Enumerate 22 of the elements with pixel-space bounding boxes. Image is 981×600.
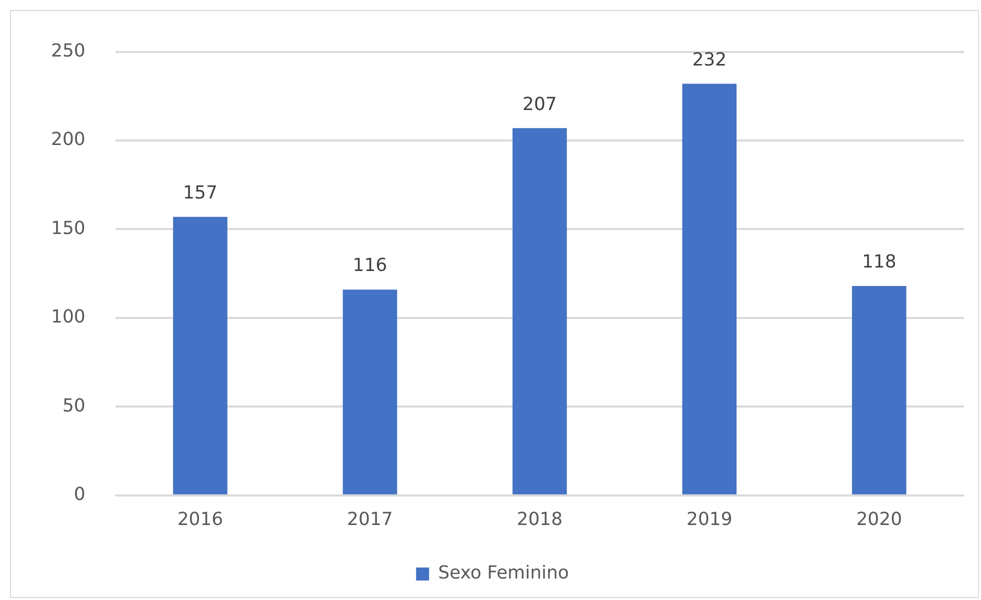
bar (852, 286, 906, 494)
x-tick-label: 2017 (347, 508, 393, 530)
data-label: 157 (183, 182, 218, 204)
bar (342, 290, 398, 494)
y-tick-label: 50 (62, 395, 86, 416)
y-tick-label: 250 (50, 40, 86, 62)
data-label: 116 (352, 255, 388, 276)
y-tick-label: 150 (50, 218, 86, 239)
legend-label: Sexo Feminino (438, 562, 569, 584)
x-tick-label: 2019 (686, 508, 732, 530)
data-label: 118 (862, 252, 896, 273)
y-tick-label: 100 (50, 306, 86, 328)
y-tick-label: 0 (74, 484, 86, 506)
data-label: 207 (522, 94, 557, 115)
bar (512, 128, 567, 494)
x-tick-label: 2016 (177, 508, 224, 530)
bar (682, 84, 737, 494)
bar (173, 216, 228, 494)
x-tick-label: 2020 (856, 508, 902, 530)
data-label: 232 (692, 49, 727, 70)
y-tick-label: 200 (50, 129, 86, 150)
x-tick-label: 2018 (516, 508, 563, 530)
